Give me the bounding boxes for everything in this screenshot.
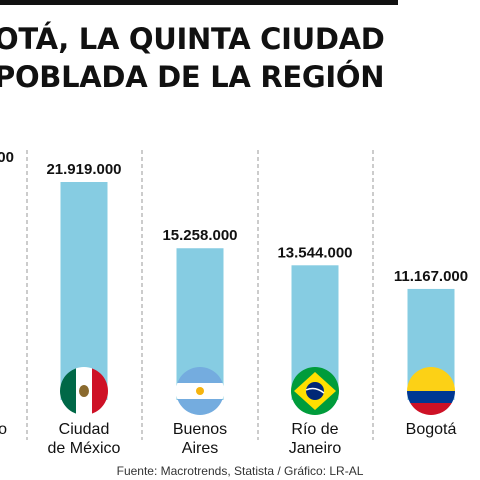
chart-title-line-1: OTÁ, LA QUINTA CIUDAD <box>0 22 385 56</box>
category-label: Bogotá <box>406 421 457 438</box>
mexico-flag-icon <box>60 367 108 415</box>
top-rule <box>0 0 398 5</box>
category-label: Río de <box>291 421 338 438</box>
brazil-flag-icon <box>291 367 339 415</box>
category-label: Aires <box>182 440 218 457</box>
data-label: 21.919.000 <box>46 161 121 178</box>
source-note: Fuente: Macrotrends, Statista / Gráfico:… <box>116 464 364 478</box>
data-label: 13.544.000 <box>277 244 352 261</box>
bar <box>60 182 108 400</box>
data-label: 15.258.000 <box>162 227 237 244</box>
chart-title-line-2: POBLADA DE LA REGIÓN <box>0 60 385 94</box>
category-label: Buenos <box>173 421 227 438</box>
data-label: 11.167.000 <box>394 268 468 285</box>
category-label: Janeiro <box>289 440 342 457</box>
argentina-flag-icon <box>176 367 224 415</box>
data-label: 000 <box>0 149 14 166</box>
category-label: Ciudad <box>59 421 110 438</box>
chart-title: OTÁ, LA QUINTA CIUDAD POBLADA DE LA REGI… <box>0 20 480 96</box>
colombia-flag-icon <box>407 367 455 415</box>
category-label: o <box>0 421 7 438</box>
category-label: de México <box>48 440 121 457</box>
